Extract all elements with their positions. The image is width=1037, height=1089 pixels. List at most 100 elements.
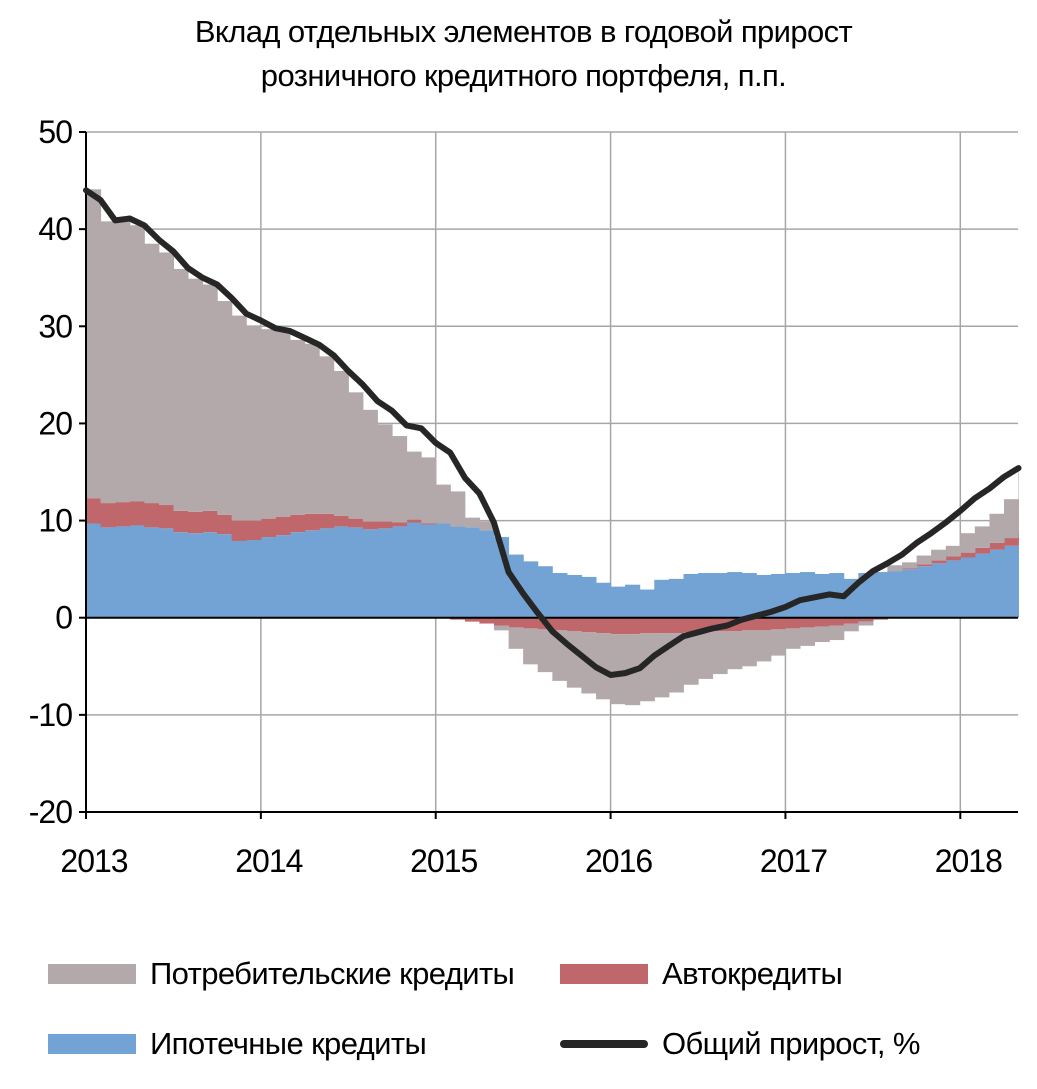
area-consumer-segment: [902, 562, 918, 569]
area-mortgage-segment: [333, 526, 349, 618]
area-consumer-segment: [770, 629, 787, 656]
area-mortgage-segment: [989, 549, 1005, 618]
area-auto-segment: [319, 513, 335, 529]
area-mortgage-segment: [960, 557, 976, 618]
area-consumer-segment: [668, 633, 684, 693]
area-consumer-segment: [158, 252, 175, 506]
area-mortgage-segment: [872, 572, 888, 618]
area-mortgage-segment: [217, 534, 233, 618]
axes: [79, 131, 1018, 819]
x-tick-label: 2015: [410, 843, 477, 879]
area-mortgage-segment: [785, 573, 801, 618]
area-consumer-segment: [945, 545, 961, 557]
area-auto-segment: [493, 617, 510, 626]
area-auto-segment: [843, 617, 859, 624]
area-auto-segment: [246, 520, 262, 540]
area-mortgage-segment: [756, 574, 772, 618]
area-auto-segment: [144, 503, 160, 528]
area-mortgage-segment: [392, 526, 408, 618]
area-consumer-segment: [785, 628, 801, 649]
area-consumer-segment: [727, 631, 743, 670]
area-consumer-segment: [931, 549, 947, 561]
area-auto-segment: [974, 547, 990, 554]
area-auto-segment: [960, 552, 976, 558]
area-mortgage-segment: [654, 579, 670, 618]
area-mortgage-segment: [348, 527, 364, 618]
area-auto-segment: [479, 617, 495, 624]
area-consumer-segment: [421, 457, 437, 524]
area-auto-segment: [173, 510, 189, 533]
area-consumer-segment: [916, 555, 932, 565]
area-consumer-segment: [275, 331, 291, 517]
area-mortgage-segment: [362, 529, 378, 618]
area-consumer-segment: [435, 484, 451, 524]
area-consumer-segment: [829, 625, 845, 641]
area-mortgage-segment: [639, 589, 655, 618]
area-mortgage-segment: [712, 573, 728, 618]
area-mortgage-segment: [683, 574, 699, 618]
area-auto-segment: [581, 617, 597, 633]
area-consumer-segment: [217, 301, 233, 515]
area-consumer-segment: [858, 621, 874, 626]
area-auto-segment: [945, 556, 961, 561]
area-consumer-segment: [654, 633, 670, 698]
area-mortgage-segment: [464, 527, 481, 618]
area-auto-segment: [668, 617, 684, 634]
area-mortgage-segment: [552, 573, 568, 618]
area-mortgage-segment: [945, 560, 961, 618]
area-mortgage-segment: [974, 553, 990, 618]
area-consumer-segment: [348, 392, 364, 519]
y-tick-label: 30: [38, 308, 72, 344]
y-tick-label: 10: [38, 503, 72, 539]
area-mortgage-segment: [290, 532, 306, 618]
area-mortgage-segment: [902, 569, 918, 618]
area-mortgage-segment: [377, 528, 393, 618]
area-auto-segment: [508, 617, 524, 628]
area-mortgage-segment: [727, 572, 743, 618]
area-auto-segment: [290, 514, 306, 533]
area-mortgage-segment: [596, 582, 612, 618]
x-tick-label: 2013: [60, 843, 127, 879]
area-consumer-segment: [712, 631, 728, 675]
area-auto-segment: [596, 617, 612, 634]
area-consumer-segment: [887, 565, 903, 572]
area-consumer-segment: [493, 625, 510, 631]
area-auto-segment: [1004, 538, 1019, 546]
area-consumer-segment: [304, 343, 320, 514]
area-auto-segment: [406, 519, 422, 523]
area-mortgage-segment: [173, 532, 189, 618]
area-consumer-segment: [290, 339, 306, 515]
y-tick-label: 0: [55, 600, 72, 636]
y-tick-label: 40: [38, 211, 72, 247]
area-mortgage-segment: [566, 574, 582, 618]
area-consumer-segment: [377, 424, 393, 522]
area-mortgage-segment: [916, 566, 932, 618]
area-consumer-segment: [537, 629, 553, 673]
area-consumer-segment: [508, 627, 524, 649]
area-auto-segment: [566, 617, 582, 632]
area-consumer-segment: [362, 409, 378, 522]
area-auto-segment: [129, 501, 145, 526]
area-mortgage-segment: [158, 528, 175, 618]
area-auto-segment: [260, 518, 276, 538]
area-consumer-segment: [479, 521, 495, 531]
area-consumer-segment: [115, 218, 131, 503]
area-consumer-segment: [246, 325, 262, 521]
area-auto-segment: [654, 617, 670, 634]
area-auto-segment: [348, 518, 364, 528]
area-consumer-segment: [464, 517, 481, 528]
total-line-layer: [83, 187, 1022, 678]
area-consumer-segment: [756, 630, 772, 662]
area-consumer-segment: [566, 631, 582, 688]
area-mortgage-segment: [537, 566, 553, 618]
area-consumer-segment: [698, 632, 714, 679]
area-consumer-segment: [974, 526, 990, 548]
area-mortgage-segment: [887, 571, 903, 618]
area-consumer-segment: [683, 632, 699, 685]
area-mortgage-segment: [231, 540, 247, 618]
area-auto-segment: [639, 617, 655, 634]
total-growth-line: [83, 187, 1022, 678]
area-consumer-segment: [989, 513, 1005, 543]
